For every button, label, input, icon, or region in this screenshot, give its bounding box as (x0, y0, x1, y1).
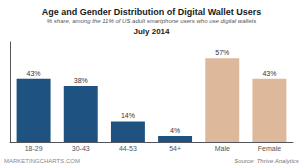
svg-text:Source: Thrive Analytics: Source: Thrive Analytics (234, 158, 298, 164)
svg-text:Female: Female (258, 145, 281, 152)
svg-text:44-53: 44-53 (119, 145, 137, 152)
svg-text:14%: 14% (121, 112, 135, 119)
svg-text:July 2014: July 2014 (133, 27, 170, 36)
svg-text:30-43: 30-43 (72, 145, 90, 152)
svg-text:% share, among the 11% of US a: % share, among the 11% of US adult smart… (47, 18, 256, 24)
svg-text:54+: 54+ (169, 145, 181, 152)
svg-text:MARKETINGCHARTS.COM: MARKETINGCHARTS.COM (4, 158, 80, 164)
svg-text:4%: 4% (170, 127, 180, 134)
svg-text:38%: 38% (74, 77, 88, 84)
svg-text:Male: Male (215, 145, 230, 152)
svg-text:43%: 43% (27, 70, 41, 77)
svg-text:43%: 43% (262, 70, 276, 77)
svg-text:Age and Gender Distribution of: Age and Gender Distribution of Digital W… (42, 7, 262, 17)
svg-text:18-29: 18-29 (25, 145, 43, 152)
svg-text:57%: 57% (215, 49, 229, 56)
